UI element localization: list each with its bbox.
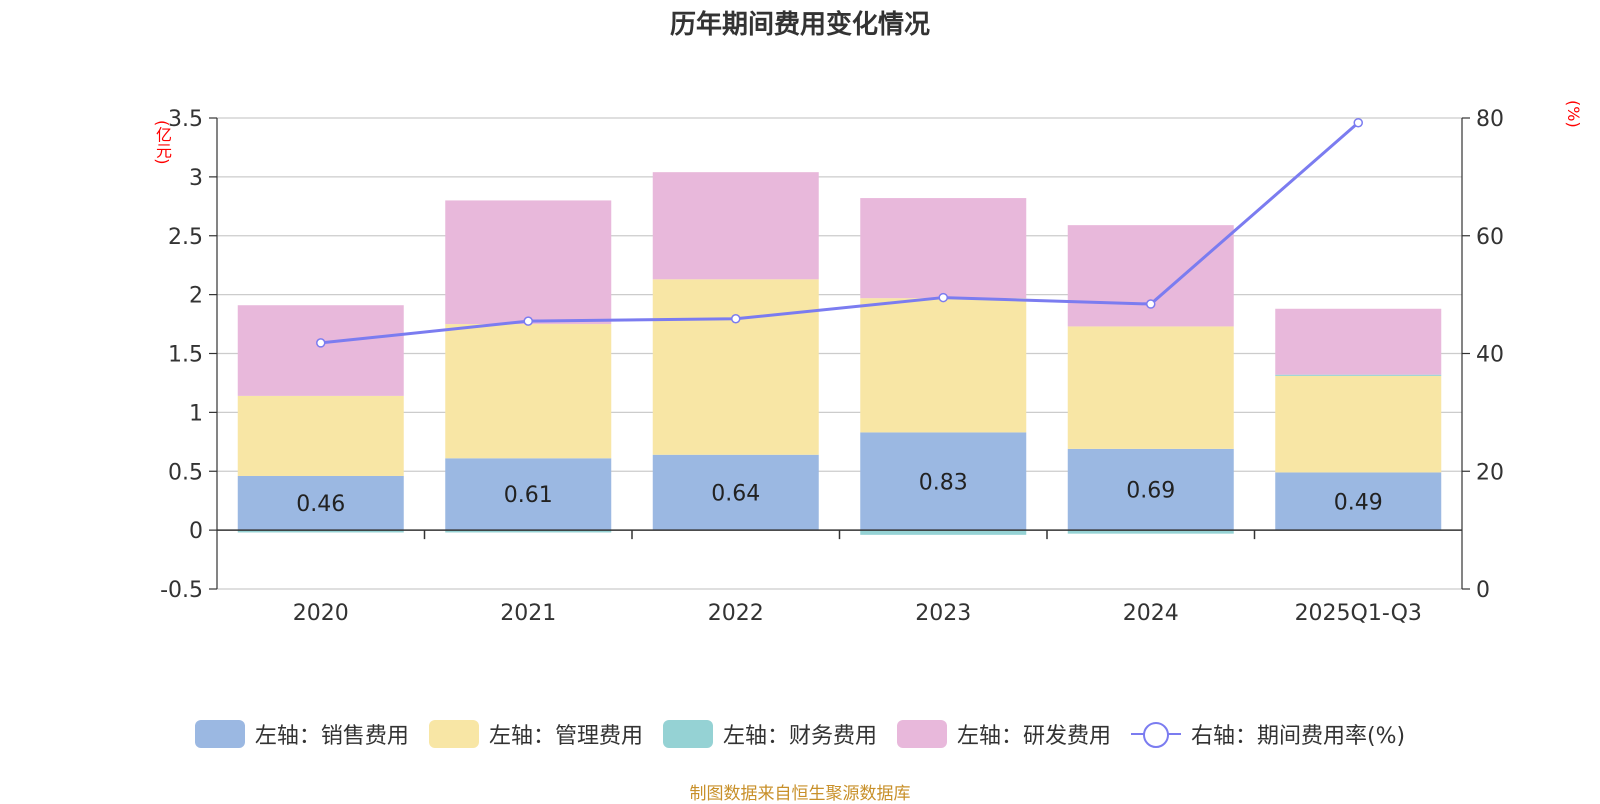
x-tick-label-2022: 2022 [708,601,764,626]
legend-label-rnd: 左轴：研发费用 [956,724,1111,749]
right-axis-unit: (%) [1564,100,1583,128]
point-expense-rate-2021 [523,316,533,326]
bar-sales-2023 [860,432,1027,531]
legend-item-finance[interactable]: 左轴：财务费用 [662,718,877,750]
left-tick-label-6: 2.5 [168,225,203,250]
bar-sales-2024 [1067,448,1234,531]
bar-finance-2024 [1067,530,1234,534]
legend-label-expense-rate: 右轴：期间费用率(%) [1190,724,1406,749]
left-tick-label-7: 3 [189,166,203,191]
point-expense-rate-2020 [316,338,326,348]
bar-admin-2021 [445,324,612,459]
bar-sales-2020 [237,475,404,531]
bar-admin-2022 [652,279,819,455]
bar-admin-2025Q1-Q3 [1275,375,1442,473]
bar-rnd-2024 [1067,225,1234,327]
data-source-note: 制图数据来自恒生聚源数据库 [689,784,911,804]
left-tick-label-8: 3.5 [168,107,203,132]
point-expense-rate-2024 [1146,299,1156,309]
x-tick-label-2021: 2021 [500,601,556,626]
chart-title: 历年期间费用变化情况 [669,10,930,40]
bar-rnd-2021 [445,200,612,325]
right-tick-label-3: 60 [1476,225,1504,250]
left-tick-label-2: 0.5 [168,460,203,485]
bar-sales-2021 [445,458,612,531]
bar-finance-2025Q1-Q3 [1275,374,1442,376]
data-label-sales-2020: 0.46 [296,492,345,517]
line-expense-rate [320,121,1360,345]
bar-admin-2020 [237,395,404,476]
bar-admin-2024 [1067,326,1234,449]
left-tick-label-4: 1.5 [168,343,203,368]
x-tick-label-2023: 2023 [915,601,971,626]
legend-item-sales[interactable]: 左轴：销售费用 [194,718,409,750]
bar-sales-2022 [652,454,819,531]
data-label-sales-2023: 0.83 [919,470,968,495]
point-expense-rate-2025Q1-Q3 [1353,117,1363,128]
legend: 左轴：销售费用 左轴：管理费用 左轴：财务费用 左轴：研发费用 右轴：期间费用率… [0,718,1600,750]
bar-rnd-2022 [652,172,819,280]
legend-swatch-rnd [896,720,947,748]
bar-finance-2020 [237,530,404,533]
legend-label-admin: 左轴：管理费用 [488,724,643,749]
bar-admin-2023 [860,298,1027,433]
right-tick-label-0: 0 [1476,578,1490,603]
legend-label-sales: 左轴：销售费用 [254,724,409,749]
legend-swatch-admin [428,720,479,748]
x-tick-label-2024: 2024 [1123,601,1179,626]
legend-item-admin[interactable]: 左轴：管理费用 [428,718,643,750]
legend-swatch-finance [662,720,713,748]
right-tick-label-1: 20 [1476,460,1504,485]
x-tick-label-2020: 2020 [293,601,349,626]
data-label-sales-2024: 0.69 [1126,479,1175,504]
data-label-sales-2021: 0.61 [504,483,553,508]
bar-rnd-2023 [860,198,1027,299]
left-tick-label-3: 1 [189,401,203,426]
left-tick-label-1: 0 [189,519,203,544]
left-tick-label-5: 2 [189,284,203,309]
bar-sales-2025Q1-Q3 [1275,472,1442,531]
point-expense-rate-2022 [731,314,741,324]
x-tick-label-2025Q1-Q3: 2025Q1-Q3 [1295,601,1422,626]
bar-finance-2023 [860,530,1027,535]
legend-swatch-sales [194,720,245,748]
bar-rnd-2020 [237,305,404,396]
legend-label-finance: 左轴：财务费用 [722,724,877,749]
legend-swatch-expense-rate [1130,720,1181,748]
bar-finance-2021 [445,530,612,533]
bar-rnd-2025Q1-Q3 [1275,308,1442,375]
legend-item-expense-rate[interactable]: 右轴：期间费用率(%) [1130,718,1406,750]
right-tick-label-4: 80 [1476,107,1504,132]
legend-item-rnd[interactable]: 左轴：研发费用 [896,718,1111,750]
point-expense-rate-2023 [938,292,948,303]
left-axis-unit: (亿元) [153,120,172,165]
data-label-sales-2025Q1-Q3: 0.49 [1334,490,1383,515]
left-tick-label-0: -0.5 [160,578,203,603]
data-label-sales-2022: 0.64 [711,481,760,506]
right-tick-label-2: 40 [1476,343,1504,368]
